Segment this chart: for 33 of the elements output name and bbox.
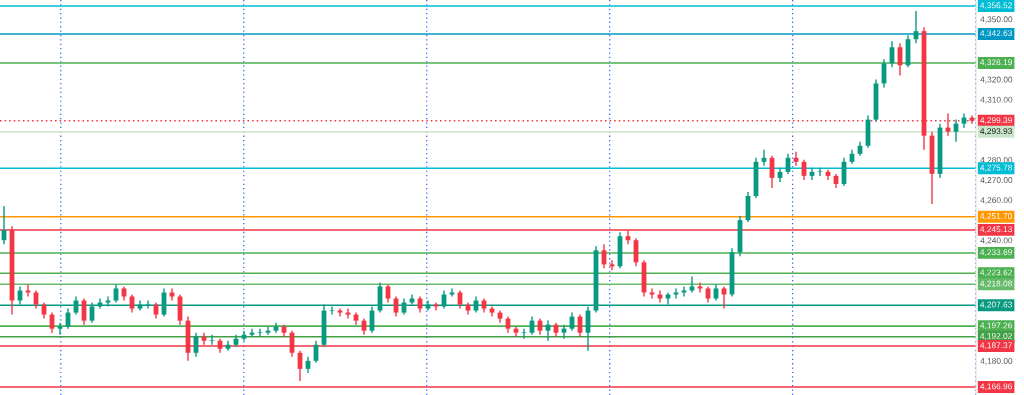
ref-line-label: 4,166.96 — [980, 383, 1012, 391]
candlestick — [457, 289, 463, 310]
ref-line-label: 4,187.37 — [980, 342, 1012, 350]
ref-line-label: 4,342.63 — [980, 30, 1012, 38]
ref-line-label: 4,275.78 — [980, 164, 1012, 172]
ref-line-label: 4,299.39 — [980, 117, 1012, 125]
y-tick-label: 4,260.00 — [980, 197, 1013, 205]
candlestick — [657, 289, 663, 304]
y-tick-label: 4,270.00 — [980, 177, 1013, 184]
candlestick — [209, 333, 215, 346]
y-tick-label: 4,240.00 — [980, 237, 1013, 245]
candlestick — [257, 327, 263, 338]
ref-line-label: 4,197.26 — [980, 322, 1012, 330]
ref-line-label: 4,207.63 — [980, 301, 1012, 309]
candlestick — [113, 283, 119, 304]
ref-line-label: 4,356.52 — [980, 2, 1012, 10]
y-tick-label: 4,180.00 — [980, 358, 1013, 365]
ref-line-label: 4,293.93 — [980, 128, 1012, 136]
ref-line-label: 4,192.02 — [980, 333, 1012, 340]
ref-line-label: 4,218.08 — [980, 280, 1012, 288]
candlestick — [169, 287, 175, 302]
y-tick-label: 4,310.00 — [980, 96, 1013, 104]
ref-line-label: 4,223.62 — [980, 269, 1012, 277]
y-tick-label: 4,320.00 — [980, 76, 1013, 84]
ref-line-label: 4,328.19 — [980, 59, 1012, 67]
candlestick — [521, 327, 527, 340]
candlestick — [817, 167, 823, 177]
candlestick — [33, 289, 39, 310]
ref-line-label: 4,251.70 — [980, 213, 1013, 220]
ref-line-label: 4,245.13 — [980, 226, 1012, 234]
ref-line-label: 4,233.69 — [980, 249, 1012, 257]
candlestick — [385, 283, 391, 304]
y-tick-label: 4,350.00 — [980, 16, 1013, 24]
